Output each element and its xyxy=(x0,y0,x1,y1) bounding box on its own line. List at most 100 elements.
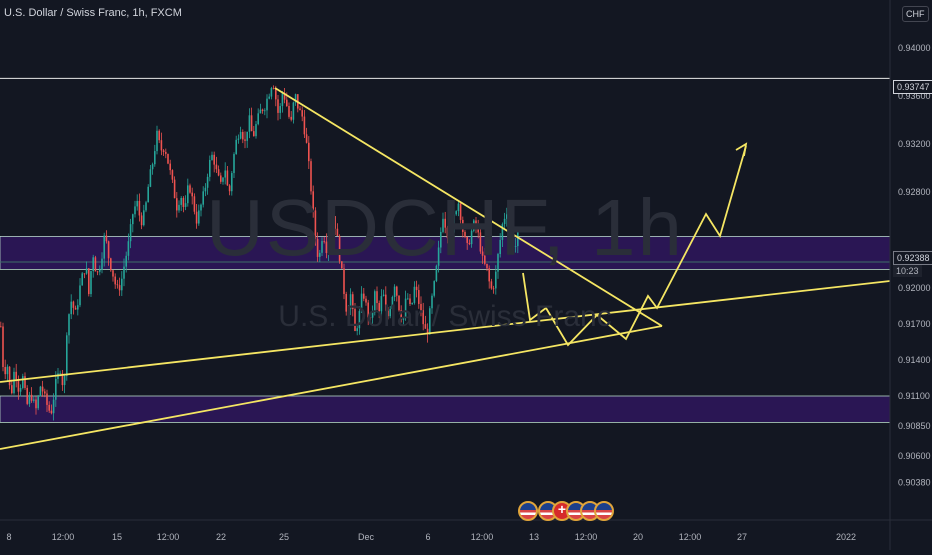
candle-body xyxy=(413,286,416,303)
candle-body xyxy=(79,285,81,306)
candle-body xyxy=(470,230,473,245)
candle-body xyxy=(63,375,66,386)
candle-body xyxy=(259,109,262,114)
candle-body xyxy=(116,284,119,286)
candle-body xyxy=(338,235,341,262)
candle-body xyxy=(244,139,246,141)
candle-body xyxy=(37,396,39,409)
candle-body xyxy=(158,130,160,141)
candle-body xyxy=(453,214,455,233)
candle-body xyxy=(215,164,218,170)
candle-body xyxy=(151,164,154,170)
candle-body xyxy=(488,268,490,282)
candle-body xyxy=(369,317,372,319)
candle-body xyxy=(363,293,365,299)
candle-body xyxy=(292,102,295,120)
time-tick-label: 22 xyxy=(216,532,226,542)
time-tick-label: 2022 xyxy=(836,532,856,542)
candle-body xyxy=(46,393,48,405)
candle-body xyxy=(345,293,347,312)
candle-body xyxy=(156,130,158,152)
candle-body xyxy=(433,281,435,296)
candle-body xyxy=(303,116,306,135)
price-tick-label: 0.91100 xyxy=(898,391,930,401)
candle-body xyxy=(72,301,75,308)
candle-body xyxy=(226,170,229,186)
candle-body xyxy=(314,210,317,240)
candle-body xyxy=(327,232,330,254)
candle-body xyxy=(118,285,121,291)
candle-body xyxy=(336,228,339,236)
candle-body xyxy=(321,241,323,253)
price-tick-label: 0.92000 xyxy=(898,283,931,293)
candle-body xyxy=(61,373,64,386)
candle-body xyxy=(506,214,508,219)
candle-body xyxy=(349,294,352,310)
candle-body xyxy=(92,257,94,272)
candle-body xyxy=(211,154,213,160)
candle-body xyxy=(55,378,57,400)
time-tick-label: 13 xyxy=(529,532,539,542)
candle-body xyxy=(0,326,2,328)
candle-body xyxy=(105,235,108,242)
candle-body xyxy=(519,229,521,231)
candle-body xyxy=(310,161,312,192)
time-tick-label: 12:00 xyxy=(157,532,180,542)
candle-body xyxy=(41,386,44,392)
candle-body xyxy=(281,93,284,107)
candle-body xyxy=(68,314,70,336)
candle-body xyxy=(424,324,427,329)
candle-body xyxy=(257,113,259,125)
candle-body xyxy=(330,209,332,233)
candle-body xyxy=(442,218,444,232)
candle-body xyxy=(147,186,149,203)
candle-body xyxy=(94,257,97,272)
candle-body xyxy=(510,222,512,231)
candle-body xyxy=(235,139,237,155)
projection-path xyxy=(522,145,747,347)
price-tick-label: 0.90850 xyxy=(898,421,931,431)
candle-body xyxy=(374,291,376,313)
us-flag-icon[interactable] xyxy=(594,501,614,521)
candle-body xyxy=(420,303,422,311)
chart-title: U.S. Dollar / Swiss Franc, 1h, FXCM xyxy=(4,7,182,19)
candle-body xyxy=(35,399,37,409)
candle-body xyxy=(162,150,165,152)
candle-body xyxy=(272,88,275,89)
candle-body xyxy=(371,312,374,318)
candle-body xyxy=(112,270,114,277)
candle-body xyxy=(501,224,504,240)
candle-body xyxy=(440,231,442,248)
time-tick-label: 12:00 xyxy=(679,532,702,542)
candle-body xyxy=(28,394,31,404)
us-flag-icon[interactable] xyxy=(518,501,538,521)
candle-body xyxy=(101,258,103,270)
candle-body xyxy=(198,210,200,224)
candle-body xyxy=(288,106,290,117)
candle-body xyxy=(396,286,398,296)
candle-body xyxy=(48,404,50,411)
bar-countdown: 10:23 xyxy=(893,265,922,277)
candle-body xyxy=(305,134,308,143)
candle-body xyxy=(446,227,449,239)
candle-body xyxy=(290,116,292,120)
projection-arrowhead xyxy=(735,142,748,157)
candle-body xyxy=(242,131,244,140)
candle-body xyxy=(497,254,499,272)
candle-body xyxy=(167,153,169,164)
price-tick-label: 0.90600 xyxy=(898,451,931,461)
currency-badge[interactable]: CHF xyxy=(902,6,929,22)
candle-body xyxy=(132,214,134,225)
candle-body xyxy=(209,159,211,177)
candle-body xyxy=(15,371,17,380)
candle-body xyxy=(325,241,328,254)
candle-body xyxy=(74,307,77,310)
candle-body xyxy=(149,169,152,187)
candle-body xyxy=(398,295,400,311)
candle-body xyxy=(99,269,101,272)
candle-body xyxy=(228,185,231,192)
price-tick-label: 0.92800 xyxy=(898,187,931,197)
candle-body xyxy=(277,99,279,113)
